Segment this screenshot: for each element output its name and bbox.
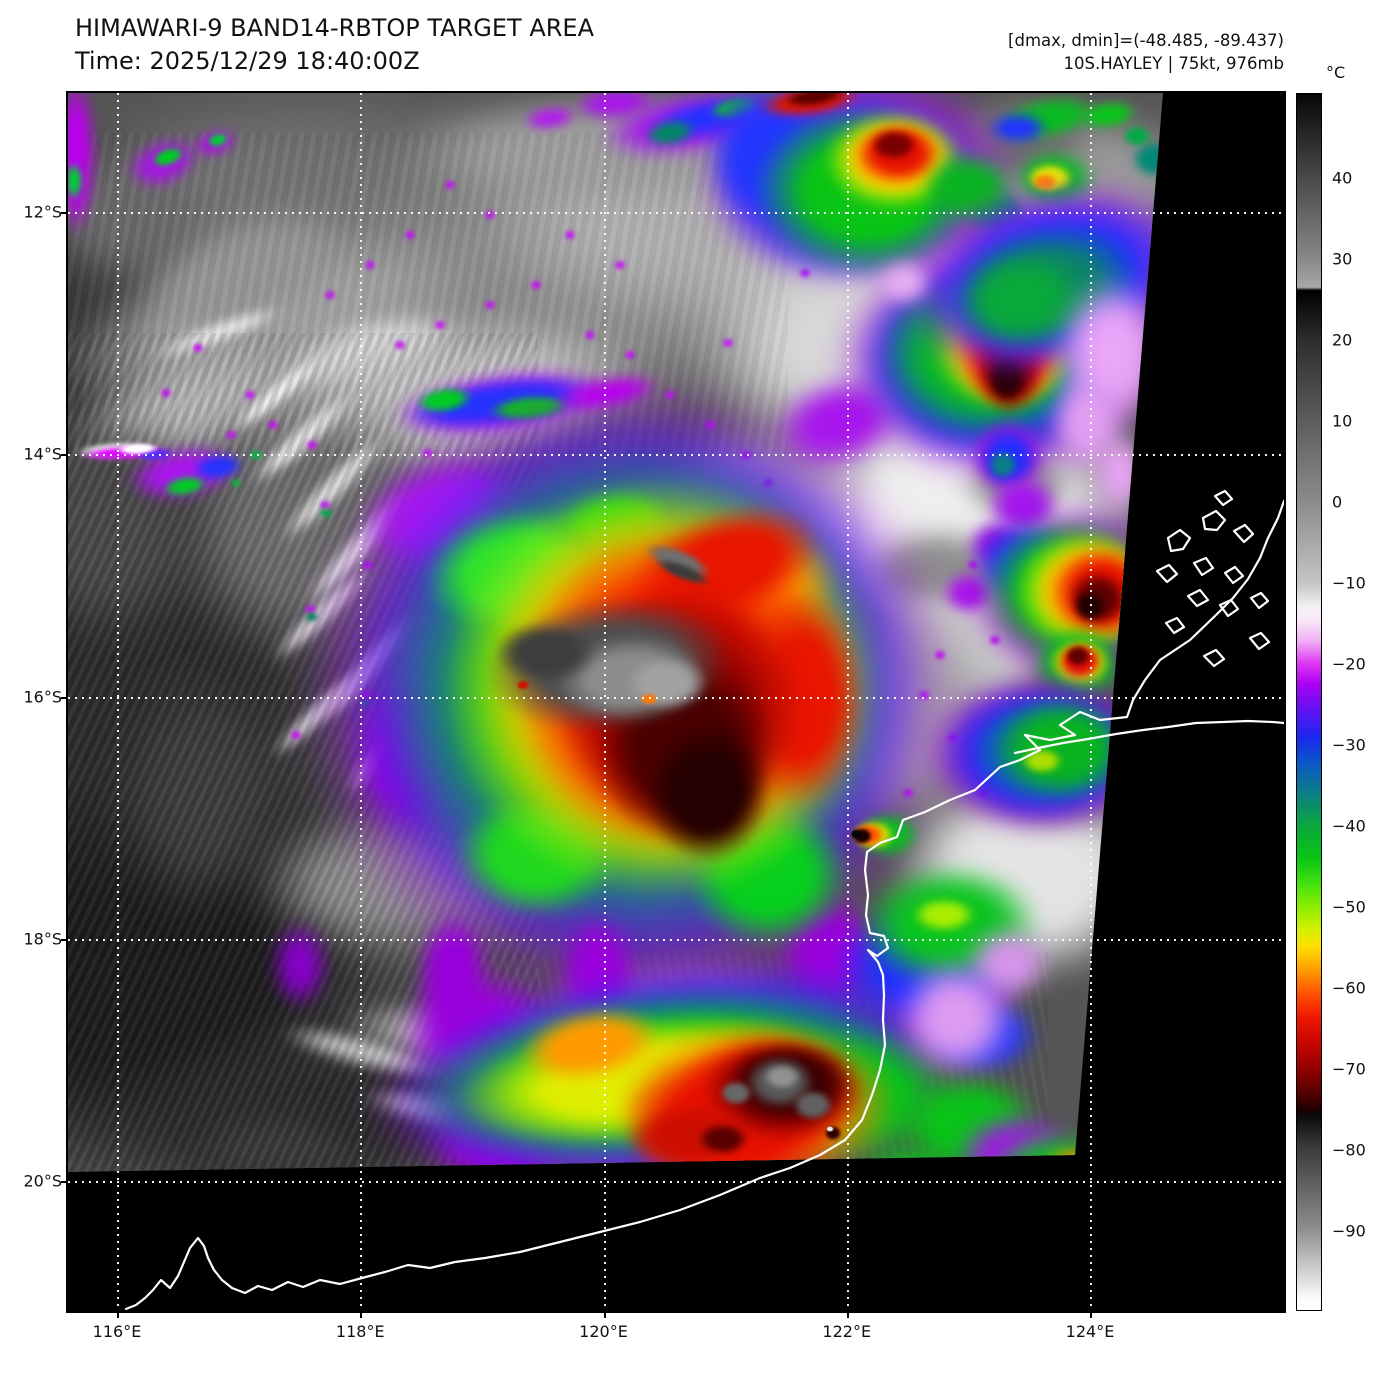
colorbar-tick-label: 20 [1332, 330, 1353, 350]
gridline-lon [1090, 93, 1092, 1311]
gridline-lon [117, 93, 119, 1311]
y-axis-tick-label: 16°S [23, 687, 62, 706]
x-tick-mark [1090, 1311, 1092, 1318]
x-axis-tick-label: 124°E [1065, 1322, 1115, 1341]
satellite-product-page: { "figure": { "title": "HIMAWARI-9 BAND1… [23, 14, 1366, 1391]
x-axis-tick-label: 116°E [92, 1322, 142, 1341]
y-tick-mark [61, 454, 68, 457]
colorbar-tick-label: 40 [1332, 168, 1353, 188]
colorbar-tick-label: 0 [1332, 492, 1343, 512]
colorbar-tick-label: −90 [1332, 1221, 1366, 1241]
colorbar-tick-label: −30 [1332, 735, 1366, 755]
time-label: Time: 2025/12/29 18:40:00Z [75, 47, 420, 75]
gridline-lon [846, 93, 849, 1311]
colorbar-tick-label: −50 [1332, 897, 1366, 917]
colorbar-tick-label: −20 [1332, 654, 1366, 674]
satellite-image [68, 93, 1163, 1172]
gridline-lon [603, 93, 606, 1311]
x-axis-tick-label: 118°E [335, 1322, 385, 1341]
gridline-lat [68, 1181, 1284, 1183]
x-axis-tick-label: 120°E [579, 1322, 628, 1341]
x-tick-mark [603, 1311, 606, 1318]
colorbar-tick-label: −40 [1332, 816, 1366, 836]
gridline-lon [360, 93, 363, 1311]
colorbar-unit-label: °C [1326, 63, 1346, 82]
y-axis-tick-label: 20°S [23, 1171, 62, 1191]
dmax-dmin-label: [dmax, dmin]=(-48.485, -89.437) [1008, 31, 1284, 50]
y-tick-mark [61, 1181, 68, 1183]
x-tick-mark [360, 1311, 363, 1318]
gridline-lat [68, 212, 1284, 214]
gridline-lat [68, 696, 1284, 699]
y-axis-tick-label: 14°S [23, 444, 62, 464]
colorbar-tick-label: 30 [1332, 249, 1353, 269]
y-tick-mark [61, 212, 68, 214]
colorbar-tick-label: 10 [1332, 411, 1353, 431]
colorbar-tick-label: −60 [1332, 978, 1366, 998]
cold-cloudtop-layer [68, 93, 1163, 1172]
gridline-lat [68, 454, 1284, 457]
y-tick-mark [61, 938, 68, 941]
copyright-label: Copyright © 2020-2025 Dapiya [144, 1367, 511, 1391]
colorbar-tick-label: −70 [1332, 1059, 1366, 1079]
x-axis-tick-label: 122°E [822, 1322, 872, 1341]
y-axis-tick-label: 18°S [23, 929, 62, 949]
x-tick-mark [846, 1311, 849, 1318]
figure-title: HIMAWARI-9 BAND14-RBTOP TARGET AREA [75, 14, 595, 42]
coastline-overlay [124, 489, 1284, 1311]
storm-info-label: 10S.HAYLEY | 75kt, 976mb [1063, 54, 1284, 73]
temperature-colorbar [1296, 93, 1322, 1311]
gridline-lat [68, 938, 1284, 941]
y-tick-mark [61, 696, 68, 699]
colorbar-tick-label: −10 [1332, 573, 1366, 593]
colorbar-tick-label: −80 [1332, 1140, 1366, 1160]
x-tick-mark [117, 1311, 119, 1318]
y-axis-tick-label: 12°S [23, 202, 62, 222]
map-plot-area: Copyright © 2020-2025 Dapiya [66, 91, 1286, 1391]
